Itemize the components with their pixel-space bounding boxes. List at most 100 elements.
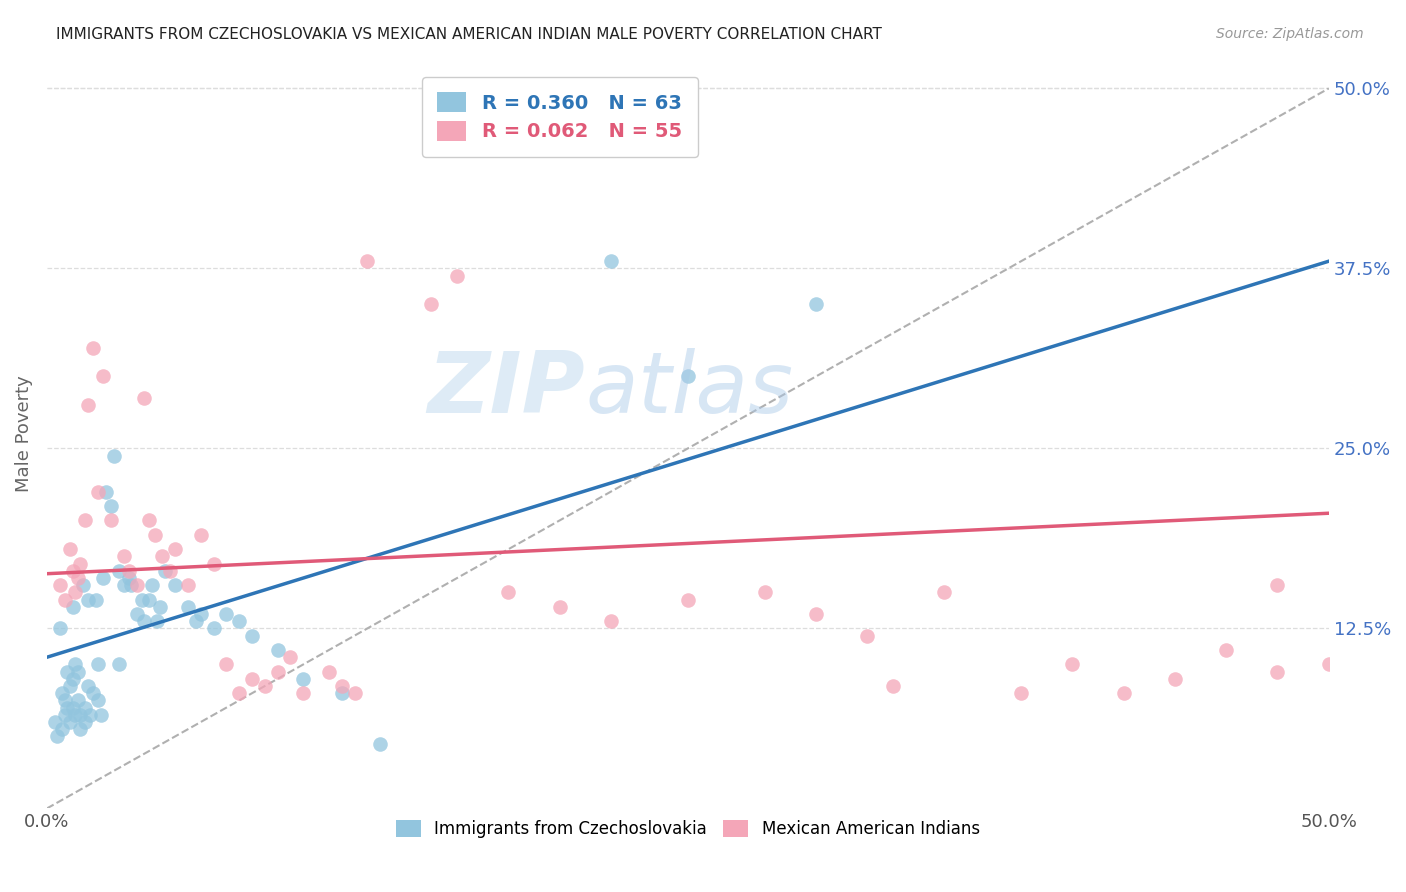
Point [59, 679, 82, 693]
Point [107, 564, 129, 578]
Text: ZIP: ZIP [427, 348, 585, 431]
Point [91, 369, 114, 384]
Point [53, 693, 76, 707]
Point [118, 564, 141, 578]
Point [77, 592, 100, 607]
Point [1267, 578, 1289, 592]
Point [215, 607, 238, 621]
Point [754, 585, 776, 599]
Point [131, 592, 153, 607]
Point [177, 578, 200, 592]
Point [141, 578, 163, 592]
Point [676, 592, 699, 607]
Point [48, 578, 70, 592]
Point [72, 578, 94, 592]
Point [75, 714, 97, 729]
Point [882, 679, 904, 693]
Point [62, 672, 84, 686]
Point [165, 542, 187, 557]
Point [228, 614, 250, 628]
Point [138, 513, 160, 527]
Point [804, 297, 827, 311]
Point [134, 614, 156, 628]
Point [253, 679, 276, 693]
Point [368, 737, 391, 751]
Y-axis label: Male Poverty: Male Poverty [15, 376, 32, 492]
Point [149, 599, 172, 614]
Point [53, 592, 76, 607]
Point [420, 297, 443, 311]
Point [146, 614, 169, 628]
Point [112, 578, 135, 592]
Point [66, 571, 89, 585]
Point [48, 622, 70, 636]
Point [66, 665, 89, 679]
Point [59, 714, 82, 729]
Point [240, 672, 263, 686]
Point [69, 723, 91, 737]
Point [150, 549, 173, 564]
Point [266, 643, 288, 657]
Point [240, 629, 263, 643]
Point [330, 679, 353, 693]
Point [143, 528, 166, 542]
Point [63, 585, 86, 599]
Point [190, 528, 212, 542]
Point [1062, 657, 1084, 672]
Point [125, 607, 148, 621]
Point [90, 707, 112, 722]
Point [343, 686, 366, 700]
Point [318, 665, 340, 679]
Point [356, 254, 378, 268]
Point [934, 585, 956, 599]
Point [56, 700, 79, 714]
Point [62, 700, 84, 714]
Point [46, 730, 69, 744]
Point [69, 707, 91, 722]
Point [1164, 672, 1187, 686]
Point [202, 622, 225, 636]
Point [676, 369, 699, 384]
Point [87, 693, 110, 707]
Text: IMMIGRANTS FROM CZECHOSLOVAKIA VS MEXICAN AMERICAN INDIAN MALE POVERTY CORRELATI: IMMIGRANTS FROM CZECHOSLOVAKIA VS MEXICA… [56, 27, 882, 42]
Point [165, 578, 187, 592]
Point [1215, 643, 1237, 657]
Point [280, 650, 302, 665]
Legend: Immigrants from Czechoslovakia, Mexican American Indians: Immigrants from Czechoslovakia, Mexican … [389, 814, 987, 845]
Point [87, 657, 110, 672]
Point [84, 592, 107, 607]
Point [87, 484, 110, 499]
Point [292, 686, 315, 700]
Point [446, 268, 468, 283]
Point [75, 700, 97, 714]
Point [77, 679, 100, 693]
Point [118, 571, 141, 585]
Point [66, 693, 89, 707]
Point [228, 686, 250, 700]
Point [498, 585, 520, 599]
Point [177, 599, 200, 614]
Point [134, 391, 156, 405]
Point [103, 449, 125, 463]
Point [82, 341, 104, 355]
Point [100, 513, 122, 527]
Point [600, 254, 623, 268]
Point [1267, 665, 1289, 679]
Point [100, 499, 122, 513]
Point [138, 592, 160, 607]
Point [112, 549, 135, 564]
Point [292, 672, 315, 686]
Point [77, 398, 100, 412]
Point [82, 686, 104, 700]
Text: atlas: atlas [585, 348, 793, 431]
Point [94, 484, 117, 499]
Point [1317, 657, 1340, 672]
Point [856, 629, 879, 643]
Point [62, 564, 84, 578]
Point [63, 657, 86, 672]
Point [51, 686, 73, 700]
Text: Source: ZipAtlas.com: Source: ZipAtlas.com [1216, 27, 1364, 41]
Point [548, 599, 571, 614]
Point [1010, 686, 1032, 700]
Point [53, 707, 76, 722]
